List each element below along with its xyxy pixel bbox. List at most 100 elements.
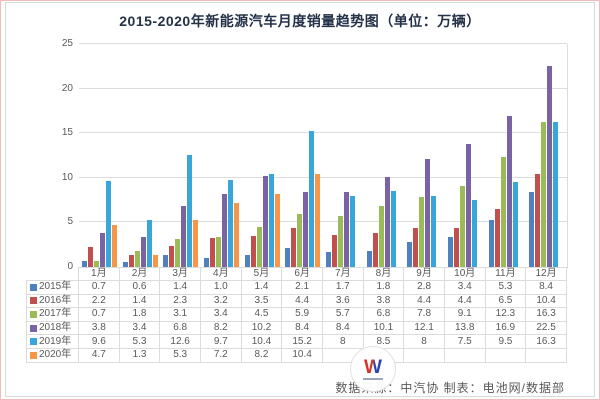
bar-2018年-1月	[99, 233, 105, 267]
table-cell: 9.5	[485, 335, 527, 349]
table-row-header: 2016年	[26, 294, 79, 309]
bar-2017年-5月	[256, 226, 262, 267]
table-cell: 1.4	[241, 281, 283, 295]
table-cell: 1.4	[160, 281, 201, 295]
bar-2016年-5月	[250, 235, 256, 267]
table-cell: 1.8	[363, 281, 405, 295]
bar-2019年-2月	[146, 219, 152, 267]
bar-2019年-8月	[390, 191, 396, 267]
table-cell: 8.2	[200, 321, 242, 336]
bar-2016年-7月	[331, 234, 337, 267]
legend-label: 2015年	[39, 281, 72, 293]
table-cell: 3.5	[241, 294, 283, 309]
table-cell: 16.3	[526, 335, 567, 349]
data-table: 1月 2月 3月 4月 5月 6月 7月 8月 9月 10月 11月 12月 2015年 0.7 0.6 1.…	[26, 267, 567, 363]
bar-2018年-11月	[506, 116, 512, 267]
bar-2018年-2月	[140, 236, 146, 267]
table-cell: 9.6	[79, 335, 120, 349]
table-cell	[404, 348, 445, 363]
table-cell: 5.3	[160, 348, 201, 363]
table-cell: 5.3	[485, 281, 527, 295]
table-cell: 2.8	[404, 281, 445, 295]
gridline	[79, 176, 567, 178]
table-cell: 8	[322, 335, 364, 349]
table-cell	[526, 348, 567, 363]
table-month-header: 6月	[282, 267, 323, 281]
table-cell: 9.1	[444, 308, 486, 322]
table-corner-cell	[26, 267, 79, 281]
table-month-header: 8月	[363, 267, 405, 281]
legend-swatch	[30, 283, 37, 291]
gridline	[79, 221, 567, 223]
bar-2017年-1月	[93, 260, 99, 267]
bar-2016年-8月	[372, 233, 378, 267]
table-row-header: 2015年	[26, 281, 79, 295]
table-cell: 3.1	[160, 308, 201, 322]
table-cell: 3.6	[322, 294, 364, 309]
chart-plot: 0 5 10 15 20 25	[62, 39, 568, 272]
bar-2019年-3月	[187, 154, 193, 267]
bar-2020年-5月	[274, 193, 280, 267]
table-cell: 2.1	[282, 281, 323, 295]
table-cell: 16.9	[485, 321, 527, 336]
table-month-header: 9月	[404, 267, 445, 281]
table-row-header: 2017年	[26, 308, 79, 322]
bar-2016年-10月	[453, 227, 459, 267]
bar-2018年-5月	[262, 176, 268, 267]
bar-2018年-4月	[221, 193, 227, 267]
table-cell: 1.7	[322, 281, 364, 295]
y-axis-tick-label: 25	[61, 38, 73, 49]
table-cell	[485, 348, 527, 363]
bar-2019年-11月	[512, 182, 518, 267]
bar-2015年-10月	[447, 236, 453, 267]
footer-credit: 数据来源：中汽协 制表：电池网/数据部	[335, 381, 565, 395]
bar-2020年-6月	[315, 174, 321, 267]
bar-2017年-6月	[297, 214, 303, 267]
chart-inner-border: 2015-2020年新能源汽车月度销量趋势图（单位：万辆） 0 5 10 15 20 25…	[5, 2, 595, 397]
bar-2019年-4月	[227, 180, 233, 267]
table-cell: 22.5	[526, 321, 567, 336]
table-cell: 13.8	[444, 321, 486, 336]
legend-label: 2020年	[39, 349, 72, 361]
table-cell: 4.7	[79, 348, 120, 363]
watermark-subtext	[363, 377, 383, 380]
table-month-header: 11月	[485, 267, 527, 281]
table-month-header: 1月	[79, 267, 120, 281]
table-cell: 6.8	[363, 308, 405, 322]
gridline	[79, 87, 567, 89]
bar-2015年-9月	[407, 242, 413, 267]
legend-label: 2017年	[39, 308, 72, 320]
table-cell: 8.4	[526, 281, 567, 295]
bar-2018年-9月	[425, 159, 431, 267]
bar-2018年-7月	[343, 192, 349, 267]
table-cell: 0.7	[79, 308, 120, 322]
table-cell: 12.6	[160, 335, 201, 349]
table-cell: 4.4	[444, 294, 486, 309]
table-row-header: 2019年	[26, 335, 79, 349]
bar-2017年-2月	[134, 250, 140, 267]
table-cell: 3.8	[79, 321, 120, 336]
bar-2020年-3月	[193, 219, 199, 267]
bar-2015年-7月	[325, 251, 331, 267]
bar-2019年-10月	[471, 200, 477, 267]
table-cell: 4.5	[241, 308, 283, 322]
table-cell: 3.4	[119, 321, 161, 336]
bar-2020年-4月	[233, 202, 239, 267]
bar-2016年-9月	[413, 227, 419, 267]
table-cell: 12.1	[404, 321, 445, 336]
table-cell: 7.8	[404, 308, 445, 322]
table-cell: 15.2	[282, 335, 323, 349]
table-cell: 3.8	[363, 294, 405, 309]
bar-2018年-12月	[547, 66, 553, 267]
legend-swatch	[30, 310, 37, 318]
table-cell: 1.4	[119, 294, 161, 309]
bar-2016年-12月	[535, 174, 541, 267]
table-cell: 6.5	[485, 294, 527, 309]
legend-label: 2016年	[39, 294, 72, 306]
bar-2017年-9月	[419, 197, 425, 267]
bar-2016年-6月	[291, 227, 297, 267]
bar-2017年-7月	[337, 216, 343, 267]
y-axis-tick-label: 15	[61, 127, 73, 139]
table-cell: 5.9	[282, 308, 323, 322]
